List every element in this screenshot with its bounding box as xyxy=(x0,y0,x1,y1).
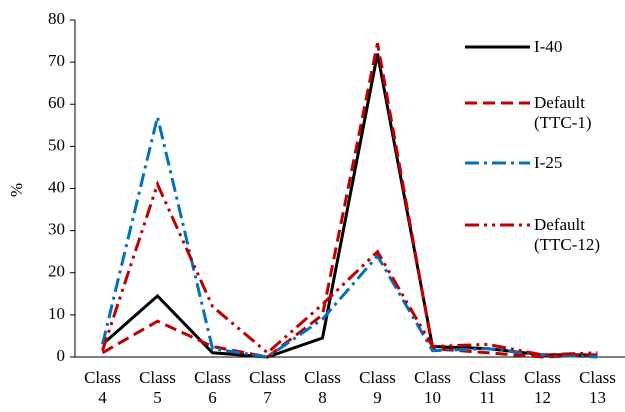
legend-label: Default (TTC-1) xyxy=(534,93,592,132)
x-tick-label: Class 12 xyxy=(524,368,561,407)
series-line xyxy=(101,180,598,357)
series-line xyxy=(101,42,598,359)
y-tick-label: 40 xyxy=(48,177,65,196)
y-tick-label: 60 xyxy=(48,93,65,112)
x-tick-label: Class 7 xyxy=(249,368,286,407)
legend-label: I-40 xyxy=(534,37,563,56)
y-tick-label: 10 xyxy=(48,304,65,323)
x-tick-label: Class 9 xyxy=(359,368,396,407)
x-tick-label: Class 4 xyxy=(84,368,121,407)
y-tick-label: 50 xyxy=(48,135,65,154)
legend-label: I-25 xyxy=(534,153,563,172)
x-tick-label: Class 11 xyxy=(469,368,506,407)
y-tick-label: 80 xyxy=(48,9,65,28)
x-tick-label: Class 8 xyxy=(304,368,341,407)
y-tick-label: 70 xyxy=(48,51,65,70)
legend-label: Default (TTC-12) xyxy=(534,215,601,254)
series-line xyxy=(101,116,598,359)
series-line xyxy=(101,53,598,359)
x-tick-label: Class 5 xyxy=(139,368,176,407)
x-tick-label: Class 13 xyxy=(579,368,616,407)
y-tick-label: 30 xyxy=(48,220,65,239)
x-tick-label: Class 6 xyxy=(194,368,231,407)
y-axis-label: % xyxy=(7,183,26,197)
y-tick-label: 20 xyxy=(48,262,65,281)
x-tick-label: Class 10 xyxy=(414,368,451,407)
y-tick-label: 0 xyxy=(57,346,66,365)
